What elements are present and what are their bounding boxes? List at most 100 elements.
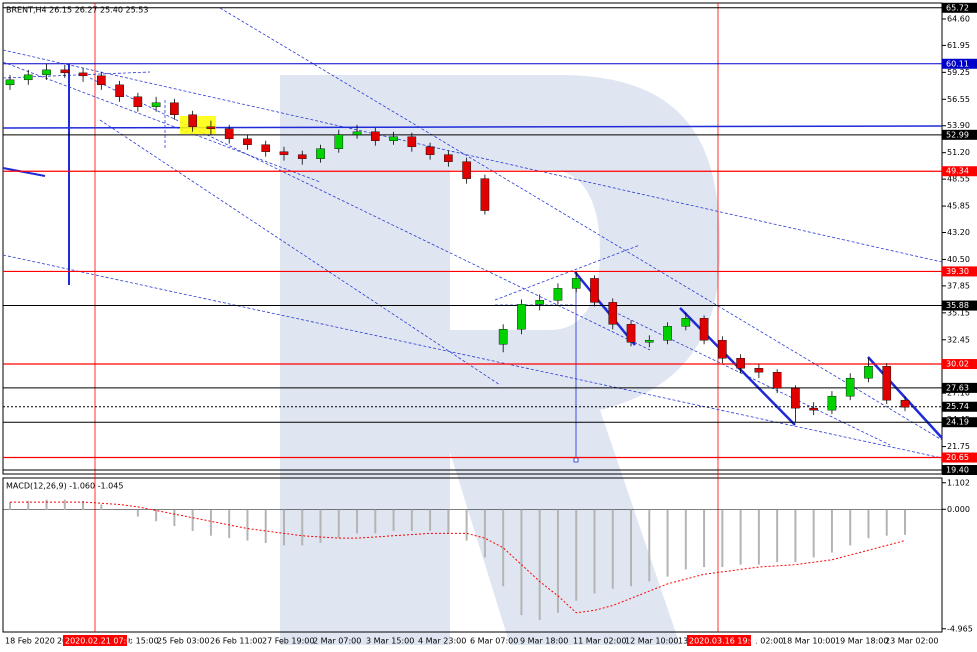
candle-body [42, 69, 51, 76]
macd-bar [228, 509, 231, 539]
y-tick-label: 56.55 [947, 95, 970, 104]
y-tick-label: -4.965 [947, 624, 973, 633]
macd-bar [739, 509, 742, 565]
x-tick-label: 2 Mar 07:00 [313, 637, 361, 646]
macd-bar [812, 509, 815, 558]
candle-body [827, 395, 837, 411]
y-tick-label: 45.85 [947, 202, 970, 211]
x-tick-label: 18 Feb 2020 [5, 637, 55, 646]
y-tick-label: 61.95 [947, 41, 970, 50]
candle-body [23, 74, 33, 81]
x-tick-label: 23 Mar 02:00 [885, 637, 938, 646]
candle-body [444, 154, 453, 162]
marker-box [63, 635, 127, 646]
macd-bar [447, 509, 450, 534]
y-tick-label: 64.60 [947, 14, 970, 23]
candle-body [115, 84, 124, 98]
macd-bar [246, 509, 249, 541]
macd-bar [520, 509, 523, 616]
level-label-box [942, 417, 977, 428]
candle-body [389, 136, 398, 141]
y-tick-label: 53.90 [947, 121, 970, 130]
price-pane-frame [2, 2, 943, 475]
level-label: 20.65 [946, 453, 969, 462]
candle-body [809, 407, 818, 411]
macd-bar [721, 509, 724, 568]
macd-bar [45, 499, 48, 510]
y-tick-label: 48.55 [947, 175, 970, 184]
candle-body [188, 114, 197, 127]
candle-body [243, 138, 252, 145]
x-tick-label: 9 Mar 18:00 [520, 637, 568, 646]
candle-body [571, 278, 581, 289]
candle-body [334, 134, 344, 149]
x-tick-label: 11 Mar 02:00 [573, 637, 626, 646]
macd-bar [429, 509, 432, 531]
candle-body [261, 144, 271, 152]
macd-bar [374, 509, 377, 534]
level-label-box [942, 2, 977, 13]
y-tick-label: 51.20 [947, 148, 970, 157]
candle-body [206, 126, 216, 129]
candle-body [170, 102, 179, 115]
macd-bar [556, 509, 559, 613]
macd-bar [392, 509, 395, 531]
macd-bar [356, 509, 359, 534]
x-tick-label: 3 Mar 15:00 [366, 637, 414, 646]
x-tick-label: 27 Feb 19:00 [262, 637, 314, 646]
macd-bar [465, 509, 468, 541]
x-tick-label: 13 [678, 637, 688, 646]
macd-bar [136, 509, 139, 517]
macd-bar [9, 502, 11, 510]
level-label-box [942, 58, 977, 69]
level-label-box [942, 300, 977, 311]
x-tick-label: 19 Mar 18:00 [835, 637, 888, 646]
macd-bar [173, 509, 176, 527]
x-tick-label: 20 [57, 637, 67, 646]
macd-bar [191, 509, 194, 531]
macd-bar [794, 509, 797, 563]
level-label-box [942, 465, 977, 476]
macd-bar [538, 509, 541, 620]
y-tick-label: 32.45 [947, 335, 970, 344]
level-label: 39.30 [946, 267, 969, 276]
macd-bar [684, 509, 687, 570]
candle-body [736, 358, 745, 369]
y-tick-label: 37.85 [947, 281, 970, 290]
macd-bar [849, 509, 852, 546]
candle-body [663, 326, 672, 341]
y-tick-label: 1.102 [947, 478, 970, 487]
signal-line [10, 501, 906, 614]
macd-bar [483, 509, 486, 558]
macd-bar [63, 499, 66, 510]
candle-body [279, 151, 289, 155]
candle-body [553, 288, 563, 301]
macd-pane-frame [2, 477, 943, 633]
level-label: 27.63 [946, 383, 969, 392]
candle-body [425, 146, 435, 155]
level-label: 35.88 [946, 301, 969, 310]
level-label: 25.74 [946, 402, 969, 411]
candle-body [681, 318, 691, 327]
macd-bar [904, 509, 906, 535]
y-tick-label: 43.20 [947, 228, 970, 237]
macd-bar [630, 509, 633, 587]
level-label: 60.11 [946, 59, 969, 68]
candle-body [5, 79, 15, 86]
y-tick-label: 35.15 [947, 308, 970, 317]
x-tick-label: 18 Mar 10:00 [782, 637, 835, 646]
x-tick-label: 12 Mar 10:00 [625, 637, 678, 646]
candle-body [407, 136, 417, 147]
macd-bar [282, 509, 285, 546]
candle-body [845, 378, 855, 397]
level-label-box [942, 359, 977, 370]
candle-body [316, 148, 325, 159]
macd-bar [337, 509, 340, 539]
level-label: 49.34 [946, 167, 969, 176]
level-label-box [942, 129, 977, 140]
y-tick-label: 40.50 [947, 255, 970, 264]
level-label-box [942, 452, 977, 463]
y-tick-label: 59.25 [947, 68, 970, 77]
level-label: 19.40 [946, 466, 969, 475]
